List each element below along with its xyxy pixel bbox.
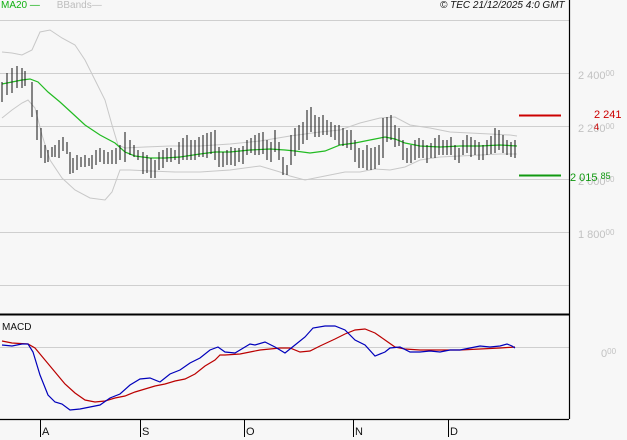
bollinger-bands — [1, 29, 518, 201]
chart-legend: MA20 — BBands— — [1, 0, 102, 12]
month-label-aug: A — [42, 426, 50, 438]
signal-line — [1, 328, 516, 403]
ohlc-bars — [1, 66, 516, 178]
macd-panel-title: MACD — [2, 322, 32, 333]
month-label-nov: N — [355, 426, 363, 438]
macd-line — [1, 325, 516, 411]
macd-zero-label: 000 — [601, 347, 617, 360]
support-label: 2 015 85 — [570, 171, 611, 184]
price-gridlines — [0, 20, 569, 286]
price-axis-label: 1 80000 — [578, 228, 615, 241]
price-axis-label: 2 00000 — [578, 175, 615, 188]
legend-ma20: MA20 — — [1, 0, 40, 11]
price-axis-label: 2 20000 — [578, 122, 615, 135]
ma20-line — [1, 78, 518, 159]
price-axis-label: 2 40000 — [578, 69, 615, 82]
month-label-oct: O — [246, 426, 255, 438]
resistance-label: 2 241 4 — [594, 109, 622, 132]
month-label-dec: D — [450, 426, 458, 438]
month-label-sep: S — [142, 426, 150, 438]
legend-bbands: BBands— — [56, 0, 102, 11]
copyright-timestamp: © TEC 21/12/2025 4:0 GMT — [440, 0, 565, 11]
